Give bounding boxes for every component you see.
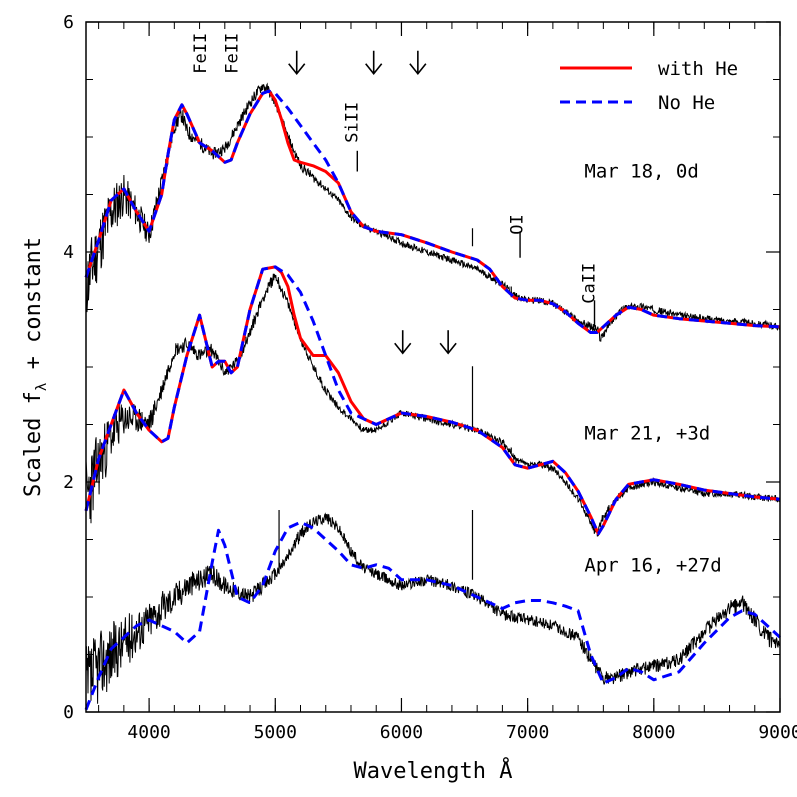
epoch-label: Apr 16, +27d — [584, 555, 721, 577]
line-id-label: SiII — [342, 102, 362, 143]
x-tick-label: 4000 — [127, 722, 170, 743]
feature-arrow-head — [394, 342, 412, 355]
y-axis-label-tail: + constant — [21, 237, 46, 383]
model-spectrum — [84, 265, 781, 536]
y-tick-label: 6 — [63, 12, 74, 33]
legend-label-with-he: with He — [658, 58, 738, 80]
y-tick-label: 2 — [63, 472, 74, 493]
model-spectrum — [84, 89, 781, 334]
x-axis-label: Wavelength Å — [354, 757, 513, 784]
legend-label-no-he: No He — [658, 92, 715, 114]
y-axis-label-subscript: λ — [34, 383, 50, 391]
observed-spectrum — [85, 512, 781, 704]
legend: with He No He — [560, 58, 738, 114]
model-spectra — [84, 89, 782, 711]
observed-spectrum — [85, 82, 781, 342]
y-tick-label: 4 — [63, 242, 74, 263]
x-tick-label: 7000 — [506, 722, 549, 743]
y-axis-label: Scaled fλ + constant — [21, 237, 50, 497]
epoch-label: Mar 18, 0d — [584, 160, 698, 182]
epoch-label: Mar 21, +3d — [584, 422, 710, 444]
model-spectrum — [84, 89, 781, 334]
y-tick-label: 0 — [63, 702, 74, 723]
x-tick-label: 6000 — [380, 722, 423, 743]
feature-arrow-head — [288, 63, 306, 76]
feature-arrow-head — [439, 342, 457, 355]
plot-frame — [85, 21, 781, 713]
feature-arrow-head — [365, 63, 383, 76]
x-tick-label: 8000 — [632, 722, 675, 743]
line-id-label: CaII — [580, 263, 600, 304]
model-spectrum — [84, 265, 781, 536]
model-spectrum — [84, 520, 782, 711]
line-id-label: OI — [508, 214, 528, 234]
x-tick-label: 5000 — [254, 722, 297, 743]
line-id-label: FeII — [222, 33, 242, 74]
feature-arrow-head — [409, 63, 427, 76]
line-id-label: FeII — [191, 33, 211, 74]
axis-ticks: 4000 5000 6000 7000 8000 9000 0 2 4 6 — [63, 12, 797, 743]
x-tick-label: 9000 — [758, 722, 797, 743]
annotations: FeII FeII SiII OI CaII Mar 18, 0d Mar 21, +3d A… — [191, 33, 722, 577]
